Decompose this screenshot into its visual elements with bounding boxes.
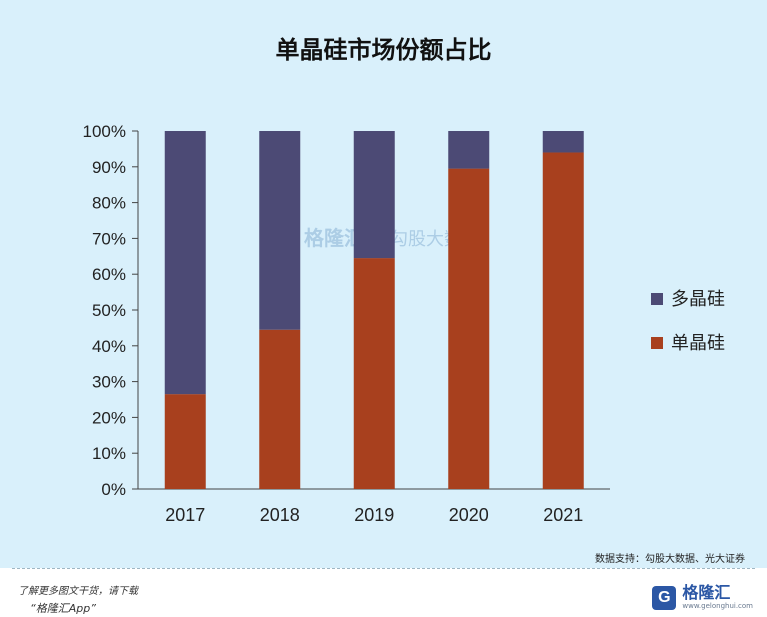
bar-单晶硅-2021	[542, 152, 584, 490]
brand-g-icon: G	[652, 585, 677, 610]
y-tick-label: 100%	[83, 122, 126, 141]
x-tick-label: 2018	[260, 505, 300, 525]
x-tick-label: 2017	[165, 505, 205, 525]
x-tick-label: 2020	[449, 505, 489, 525]
brand-logo: G 格隆汇 www.gelonghui.com	[652, 585, 753, 610]
bar-多晶硅-2020	[448, 131, 490, 169]
footer-app-name: “格隆汇App”	[30, 602, 96, 615]
brand-url: www.gelonghui.com	[682, 602, 753, 610]
y-tick-label: 90%	[92, 158, 126, 177]
data-source: 数据支持：勾股大数据、光大证券	[595, 554, 745, 565]
bar-单晶硅-2018	[259, 329, 301, 489]
y-tick-label: 0%	[101, 480, 126, 499]
y-tick-label: 80%	[92, 194, 126, 213]
bar-多晶硅-2021	[542, 131, 584, 153]
bar-单晶硅-2019	[353, 258, 395, 489]
legend-label: 多晶硅	[671, 289, 725, 310]
y-tick-label: 10%	[92, 444, 126, 463]
bar-单晶硅-2017	[164, 394, 206, 489]
brand-name: 格隆汇	[682, 583, 731, 602]
chart-title: 单晶硅市场份额占比	[275, 36, 492, 64]
y-tick-label: 40%	[92, 337, 126, 356]
footer-note: 了解更多图文干货，请下载	[18, 586, 138, 597]
legend-swatch	[651, 337, 663, 349]
bar-多晶硅-2019	[353, 131, 395, 259]
bar-多晶硅-2018	[259, 131, 301, 330]
y-tick-label: 50%	[92, 301, 126, 320]
legend-label: 单晶硅	[671, 333, 725, 354]
bar-单晶硅-2020	[448, 168, 490, 489]
stacked-bar-chart: 格隆汇 勾股大数据0%10%20%30%40%50%60%70%80%90%100…	[83, 122, 725, 525]
x-tick-label: 2021	[543, 505, 583, 525]
y-tick-label: 20%	[92, 408, 126, 427]
y-tick-label: 30%	[92, 373, 126, 392]
divider	[12, 568, 755, 569]
legend-swatch	[651, 293, 663, 305]
bar-多晶硅-2017	[164, 131, 206, 395]
x-tick-label: 2019	[354, 505, 394, 525]
y-tick-label: 70%	[92, 229, 126, 248]
y-tick-label: 60%	[92, 265, 126, 284]
